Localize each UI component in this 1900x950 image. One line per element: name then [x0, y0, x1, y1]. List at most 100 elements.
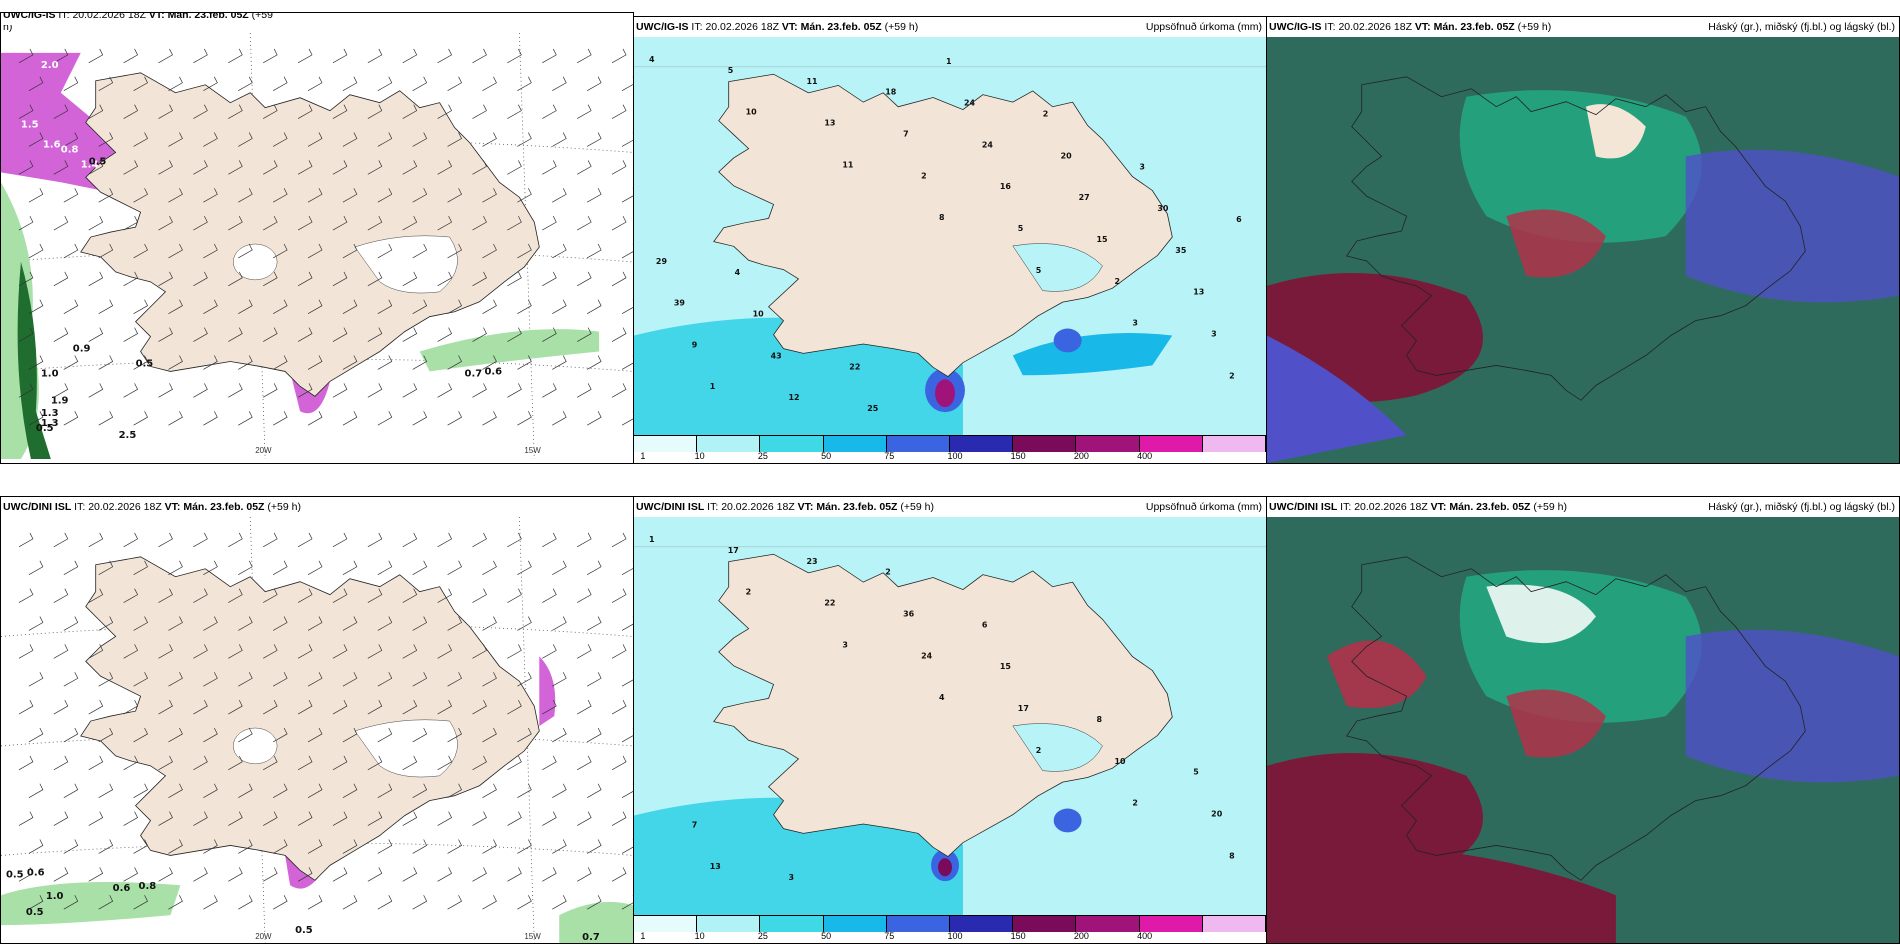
wind-barb — [158, 532, 173, 548]
wind-barb — [342, 616, 358, 631]
wind-barb — [63, 188, 79, 203]
model-name: UWC/IG-IS — [636, 21, 689, 33]
wind-barb — [168, 132, 183, 147]
wind-barb — [88, 588, 104, 603]
precip-value-label: 27 — [1079, 193, 1090, 202]
wind-barb — [507, 699, 522, 715]
wind-barb — [447, 616, 463, 631]
precip-value-label: 24 — [964, 99, 976, 108]
wind-value-label: 0.7 — [582, 932, 600, 943]
valid-time: Mán. 23.feb. 05Z — [1449, 501, 1531, 513]
precip-value-label: 24 — [921, 651, 933, 660]
wind-barb — [297, 48, 313, 64]
wind-barb — [377, 560, 393, 576]
wind-barb — [377, 783, 393, 798]
wind-barb — [272, 672, 288, 687]
precip-value-label: 5 — [1018, 224, 1024, 233]
wind-barb — [133, 243, 148, 259]
wind-barb — [377, 243, 393, 259]
wind-barb — [482, 727, 497, 743]
wind-barb — [262, 327, 278, 342]
wind-barb — [367, 699, 383, 715]
wind-barb — [168, 839, 183, 854]
wind-barb — [517, 299, 532, 314]
wind-barb — [482, 76, 497, 92]
wind-barb — [238, 132, 253, 147]
wind-barb — [402, 532, 418, 548]
iceland-landmass — [713, 553, 1173, 858]
wind-barb — [437, 811, 453, 826]
it-label: IT: — [74, 501, 86, 513]
clear-sky-north — [1486, 584, 1596, 644]
model-name: UWC/IG-IS — [3, 12, 56, 21]
wind-barb — [577, 215, 592, 231]
precip-value-label: 2 — [746, 588, 752, 597]
wind-value-label: 1.0 — [41, 368, 59, 379]
wind-barb — [542, 867, 557, 882]
wind-barb — [472, 588, 487, 603]
legend-tick-label: 200 — [1073, 451, 1089, 461]
wind-value-label: 0.7 — [465, 368, 483, 379]
legend-swatch — [760, 436, 824, 452]
wind-barb — [133, 616, 148, 631]
legend-color-row — [634, 915, 1266, 932]
wind-barb — [228, 271, 243, 287]
wind-barb — [18, 48, 34, 64]
precip-patch-vatnajokull — [1012, 723, 1103, 772]
cloud-map-svg — [1267, 37, 1899, 463]
it-label: IT: — [58, 12, 70, 21]
wind-barb — [412, 355, 428, 370]
precip-value-label: 7 — [692, 820, 698, 829]
precip-value-label: 2 — [1036, 746, 1042, 755]
wind-barb — [586, 895, 602, 910]
init-time: 20.02.2026 18Z — [721, 501, 795, 513]
wind-barb — [517, 411, 532, 426]
wind-barb — [367, 271, 383, 287]
wind-barb — [307, 783, 323, 798]
wind-barb — [272, 895, 288, 910]
wind-barb — [28, 299, 44, 314]
map-area: 4 10 11 8 5 3 2 5 13 2 5 2 3 1 11 7 16 15 13 9 12 18 24 27 35 39 4… — [634, 37, 1266, 435]
wind-barb — [98, 411, 114, 426]
wind-barb — [203, 895, 218, 910]
wind-barb — [447, 243, 463, 259]
wind-barb — [18, 383, 34, 398]
wind-barb — [123, 755, 139, 771]
wind-value-label: 0.6 — [113, 883, 131, 894]
legend-swatch — [1013, 916, 1077, 932]
wind-barb — [168, 355, 183, 370]
wind-barb — [611, 644, 627, 659]
wind-barb — [552, 299, 567, 314]
vt-label: VT: — [1430, 501, 1447, 513]
wind-barb — [98, 616, 114, 631]
wind-barb — [228, 48, 243, 64]
wind-barb — [542, 644, 557, 659]
wind-barb — [577, 271, 592, 287]
iceland-landmass — [80, 72, 540, 397]
precip-value-label: 15 — [1097, 235, 1108, 244]
wind-barb — [367, 867, 383, 882]
wind-barb — [168, 299, 183, 314]
wind-barb — [98, 783, 114, 798]
wind-barb — [63, 355, 79, 370]
wind-barb — [472, 215, 487, 231]
wind-barb — [611, 160, 627, 175]
cloud-low-east — [1685, 149, 1899, 303]
wind-barb — [63, 672, 79, 687]
map-area — [1267, 517, 1899, 943]
wind-barb — [28, 560, 44, 576]
wind-barb — [262, 867, 278, 882]
wind-barb — [577, 644, 592, 659]
wind-barb — [552, 76, 567, 92]
wind-barb — [332, 215, 348, 231]
legend-tick-label: 75 — [884, 931, 895, 941]
wind-barb — [332, 532, 348, 548]
wind-barb — [193, 327, 208, 342]
wind-barb — [621, 76, 633, 92]
iceland-landmass — [80, 556, 540, 881]
wind-barb — [88, 811, 104, 826]
wind-barb — [552, 132, 567, 147]
precip-value-label: 13 — [1193, 288, 1204, 297]
wind-barb — [542, 271, 557, 287]
